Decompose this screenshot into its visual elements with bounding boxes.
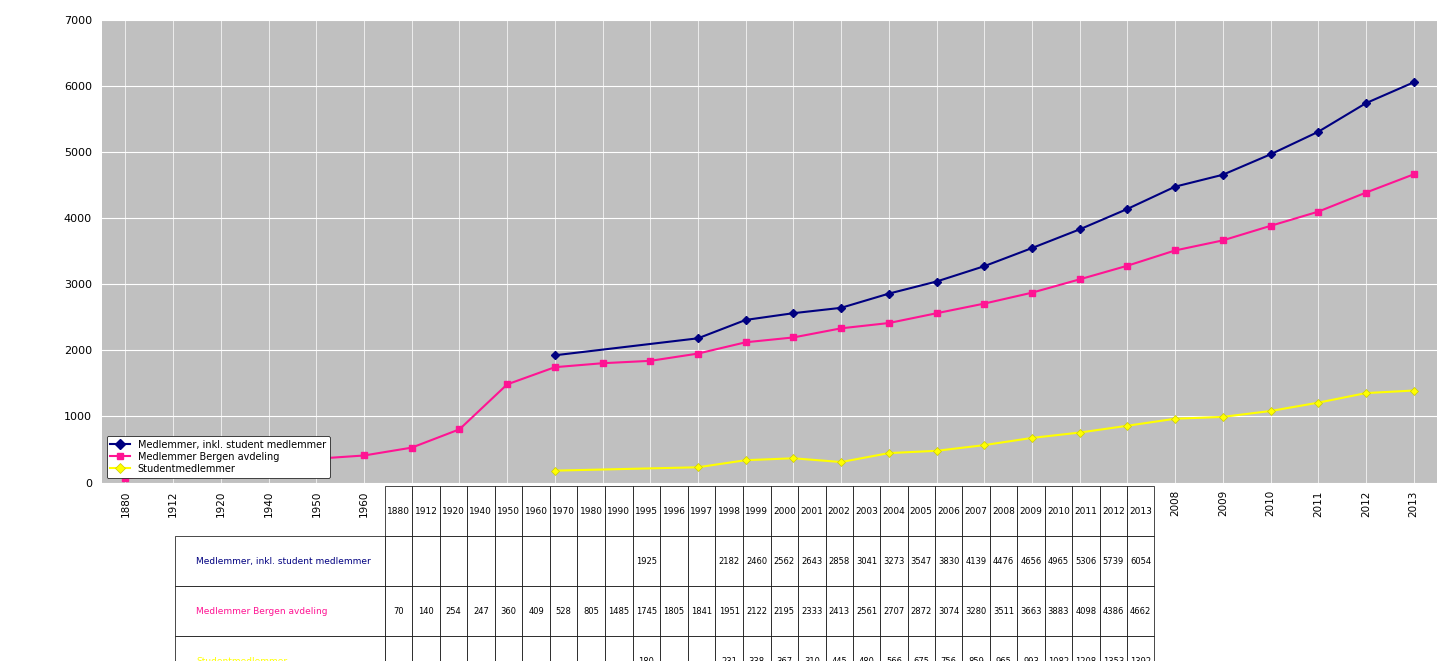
Legend: Medlemmer, inkl. student medlemmer, Medlemmer Bergen avdeling, Studentmedlemmer: Medlemmer, inkl. student medlemmer, Medl…: [106, 436, 330, 478]
